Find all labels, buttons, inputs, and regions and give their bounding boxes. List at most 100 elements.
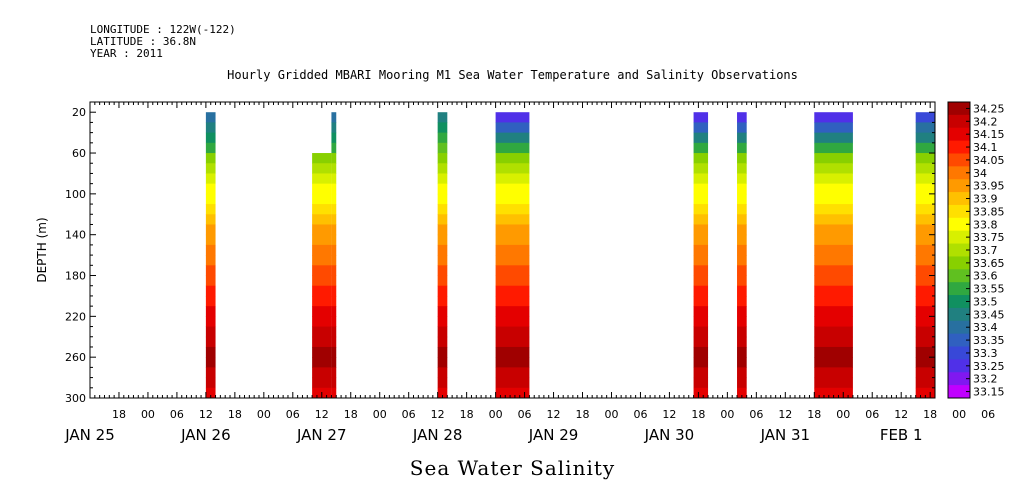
- data-cell: [495, 183, 530, 195]
- data-cell: [915, 326, 935, 338]
- colorbar-label: 33.25: [973, 360, 1005, 373]
- data-cell: [312, 224, 332, 236]
- colorbar-swatch: [948, 256, 970, 270]
- data-cell: [437, 387, 448, 399]
- data-cell: [693, 336, 709, 348]
- data-cell: [437, 234, 448, 246]
- data-segment: [312, 153, 332, 399]
- data-cell: [205, 295, 216, 307]
- data-cell: [331, 326, 337, 338]
- x-tick-label: 12: [778, 408, 792, 421]
- data-cell: [814, 244, 853, 256]
- data-cell: [693, 163, 709, 174]
- data-cell: [495, 255, 530, 266]
- data-cell: [814, 224, 853, 236]
- data-cell: [495, 285, 530, 297]
- data-cell: [693, 122, 709, 134]
- y-tick-label: 20: [72, 106, 86, 119]
- data-cell: [814, 142, 853, 154]
- x-tick-label: 12: [315, 408, 329, 421]
- data-cell: [312, 163, 332, 174]
- data-cell: [915, 153, 935, 164]
- data-cell: [437, 367, 448, 379]
- data-cell: [915, 367, 935, 379]
- data-cell: [915, 132, 935, 144]
- y-axis-title: DEPTH (m): [35, 217, 49, 282]
- colorbar-label: 34: [973, 167, 987, 180]
- data-cell: [205, 346, 216, 358]
- data-cell: [915, 214, 935, 225]
- data-cell: [693, 244, 709, 256]
- data-cell: [437, 112, 448, 123]
- data-cell: [814, 163, 853, 174]
- data-cell: [437, 306, 448, 317]
- data-cell: [737, 316, 747, 328]
- colorbar-swatch: [948, 153, 970, 167]
- data-cell: [915, 377, 935, 389]
- colorbar-swatch: [948, 385, 970, 399]
- data-cell: [205, 163, 216, 174]
- data-cell: [495, 234, 530, 246]
- data-cell: [205, 367, 216, 379]
- data-cell: [814, 265, 853, 277]
- data-cell: [437, 214, 448, 225]
- x-date-label: JAN 26: [180, 426, 231, 444]
- data-cell: [814, 377, 853, 389]
- data-cell: [737, 326, 747, 338]
- colorbar-label: 33.9: [973, 193, 998, 206]
- x-date-label: FEB 1: [880, 426, 923, 444]
- data-cell: [737, 255, 747, 266]
- data-cell: [693, 234, 709, 246]
- data-cell: [737, 153, 747, 164]
- colorbar-swatch: [948, 204, 970, 219]
- y-tick-label: 260: [65, 351, 86, 364]
- colorbar-label: 33.2: [973, 373, 998, 386]
- x-tick-label: 00: [836, 408, 850, 421]
- data-cell: [814, 357, 853, 368]
- data-cell: [737, 244, 747, 256]
- data-cell: [693, 204, 709, 215]
- data-cell: [437, 122, 448, 134]
- year-label: YEAR : 2011: [90, 47, 163, 60]
- data-cell: [205, 193, 216, 205]
- x-tick-label: 06: [749, 408, 763, 421]
- data-cell: [312, 285, 332, 297]
- data-cell: [331, 367, 337, 379]
- data-cell: [737, 112, 747, 123]
- longitude-label: LONGITUDE : 122W(-122): [90, 23, 236, 36]
- colorbar-swatch: [948, 166, 970, 180]
- data-cell: [437, 326, 448, 338]
- data-cell: [205, 234, 216, 246]
- data-cell: [312, 153, 332, 164]
- data-cell: [737, 214, 747, 225]
- x-tick-label: 12: [662, 408, 676, 421]
- data-cell: [437, 193, 448, 205]
- colorbar-swatch: [948, 179, 970, 193]
- x-date-label: JAN 29: [528, 426, 579, 444]
- data-cell: [437, 183, 448, 195]
- data-cell: [205, 132, 216, 144]
- data-cell: [915, 183, 935, 195]
- data-cell: [814, 346, 853, 358]
- data-segment: [437, 112, 448, 399]
- data-cell: [205, 377, 216, 389]
- data-cell: [693, 275, 709, 287]
- data-cell: [814, 204, 853, 215]
- colorbar-label: 34.2: [973, 115, 998, 128]
- data-cell: [312, 193, 332, 205]
- y-tick-label: 100: [65, 188, 86, 201]
- data-cell: [915, 244, 935, 256]
- data-cell: [312, 377, 332, 389]
- data-cell: [437, 295, 448, 307]
- data-cell: [693, 183, 709, 195]
- data-cell: [495, 346, 530, 358]
- data-segment: [915, 112, 935, 399]
- data-cell: [495, 173, 530, 185]
- data-cell: [312, 173, 332, 185]
- x-tick-label: 06: [518, 408, 532, 421]
- data-cell: [737, 377, 747, 389]
- x-tick-label: 00: [257, 408, 271, 421]
- data-cell: [915, 265, 935, 277]
